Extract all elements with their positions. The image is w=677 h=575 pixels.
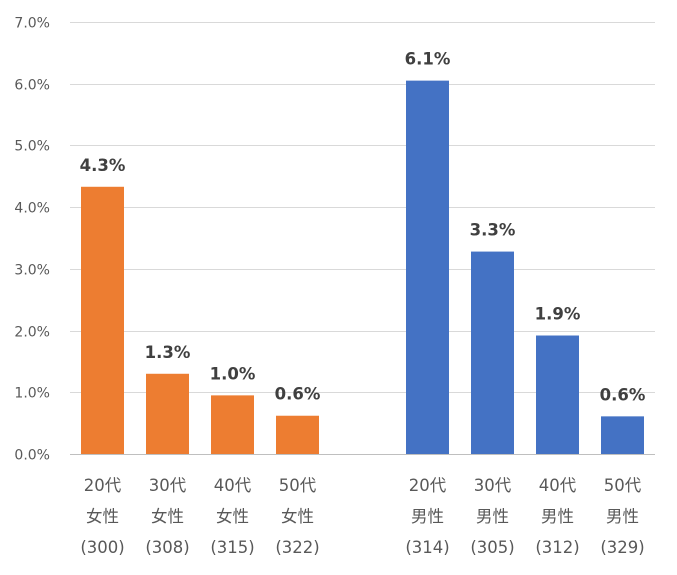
x-category-label: 男性 (476, 507, 509, 526)
bar (471, 251, 514, 454)
y-tick-label: 1.0% (14, 386, 50, 402)
y-axis-ticks: 0.0% 1.0% 2.0% 3.0% 4.0% 5.0% 6.0% 7.0% (14, 16, 50, 464)
bar-value-label: 1.9% (535, 305, 581, 324)
x-category-label: (300) (80, 538, 124, 557)
x-category-label: 女性 (281, 507, 314, 526)
data-labels: 4.3% 1.3% 1.0% 0.6% 6.1% 3.3% 1.9% 0.6% (80, 50, 646, 405)
bar (81, 186, 124, 454)
x-category-label: (315) (210, 538, 254, 557)
bar-value-label: 4.3% (80, 156, 126, 175)
y-tick-label: 7.0% (14, 16, 50, 32)
bar (276, 415, 319, 454)
bar-value-label: 0.6% (600, 385, 646, 404)
bar (536, 335, 579, 454)
x-category-label: 20代 (84, 476, 122, 495)
x-category-label: 40代 (214, 476, 252, 495)
x-category-label: 30代 (149, 476, 187, 495)
x-category-label: 男性 (411, 507, 444, 526)
y-tick-label: 4.0% (14, 201, 50, 217)
bar-value-label: 0.6% (275, 385, 321, 404)
bar-value-label: 6.1% (405, 50, 451, 69)
bar-value-label: 1.3% (145, 343, 191, 362)
x-category-label: (314) (405, 538, 449, 557)
x-category-label: 男性 (541, 507, 574, 526)
x-category-label: (322) (275, 538, 319, 557)
x-category-label: 男性 (606, 507, 639, 526)
bar (406, 80, 449, 454)
bar-value-label: 1.0% (210, 364, 256, 383)
bar-value-label: 3.3% (470, 221, 516, 240)
y-tick-label: 5.0% (14, 139, 50, 155)
x-category-label: (308) (145, 538, 189, 557)
x-category-label: 女性 (216, 507, 249, 526)
x-category-label: 20代 (409, 476, 447, 495)
y-tick-label: 6.0% (14, 78, 50, 94)
x-category-label: 女性 (151, 507, 184, 526)
x-category-label: 50代 (279, 476, 317, 495)
x-category-label: 50代 (604, 476, 642, 495)
x-category-label: 30代 (474, 476, 512, 495)
bar (601, 416, 644, 454)
x-category-label: 女性 (86, 507, 119, 526)
x-category-label: (305) (470, 538, 514, 557)
bar (211, 395, 254, 454)
bars (81, 80, 644, 454)
x-category-label: (312) (535, 538, 579, 557)
y-tick-label: 2.0% (14, 325, 50, 341)
y-tick-label: 3.0% (14, 263, 50, 279)
y-tick-label: 0.0% (14, 448, 50, 464)
bar (146, 373, 189, 454)
x-category-label: 40代 (539, 476, 577, 495)
x-category-label: (329) (600, 538, 644, 557)
